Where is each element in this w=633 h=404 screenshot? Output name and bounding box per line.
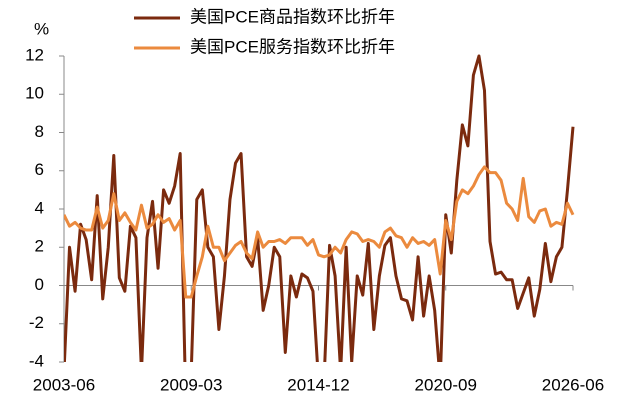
x-tick-label: 2020-09 (415, 375, 477, 394)
x-tick-label: 2009-03 (160, 375, 222, 394)
plot-area (64, 54, 575, 362)
x-tick-label: 2003-06 (33, 375, 95, 394)
y-axis-label: % (34, 19, 49, 38)
y-tick-label: 10 (25, 84, 44, 103)
y-tick-label: 6 (35, 160, 44, 179)
y-tick-label: -2 (29, 313, 44, 332)
axes: -4 -2 0 2 4 6 8 10 12 2003-06 2009-03 2014-12 2020-0… (25, 45, 604, 394)
legend-label: 美国PCE商品指数环比折年 (190, 7, 395, 26)
y-tick-label: -4 (29, 351, 44, 370)
y-tick-label: 8 (35, 122, 44, 141)
legend-label: 美国PCE服务指数环比折年 (190, 37, 395, 56)
y-tick-label: 4 (35, 198, 44, 217)
series-line (64, 165, 575, 299)
series-line (64, 54, 575, 362)
y-tick-label: 12 (25, 45, 44, 64)
x-tick-label: 2026-06 (542, 375, 604, 394)
x-tick-label: 2014-12 (287, 375, 349, 394)
y-tick-label: 0 (35, 275, 44, 294)
y-tick-label: 2 (35, 237, 44, 256)
